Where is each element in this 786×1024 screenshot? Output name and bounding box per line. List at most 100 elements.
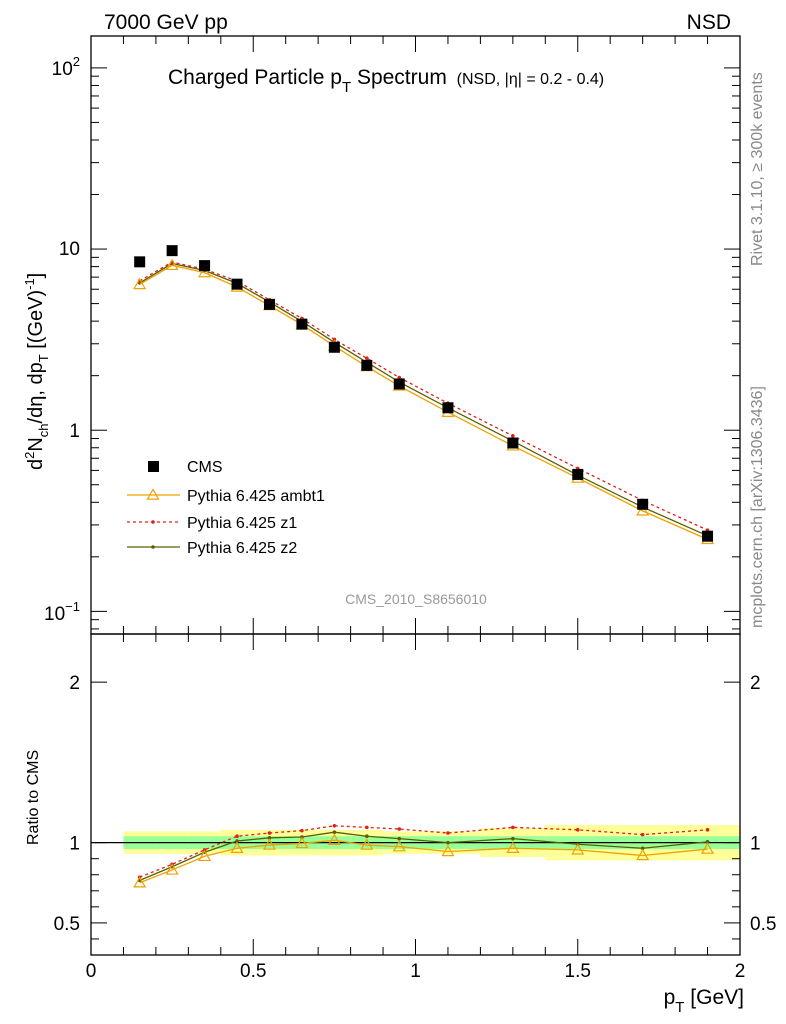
mcplots-label: mcplots.cern.ch [arXiv:1306.3436] — [749, 386, 766, 628]
cms-data-points — [134, 245, 714, 542]
ratio-point-pythia-6-425-z1 — [332, 823, 337, 828]
ratio-point-pythia-6-425-ambt1 — [230, 841, 244, 853]
rivet-label: Rivet 3.1.10, ≥ 300k events — [749, 72, 766, 266]
cms-point — [702, 530, 714, 542]
ratio-tick-label-left: 2 — [69, 673, 80, 694]
legend-marker-pythia-6-425-z2 — [151, 545, 155, 549]
ratio-tick-label-right: 1 — [750, 834, 761, 855]
y-tick-label-10: 10 — [59, 239, 80, 260]
legend-marker-cms — [148, 461, 159, 472]
ratio-point-pythia-6-425-z2 — [397, 836, 402, 841]
ratio-tick-label-right: 2 — [750, 673, 761, 694]
ratio-point-pythia-6-425-z2 — [705, 840, 710, 844]
main-axis-ticks — [90, 36, 741, 634]
cms-point — [393, 378, 405, 390]
chart-title: Charged Particle pT Spectrum (NSD, |η| =… — [168, 66, 604, 96]
series-point-pythia-6-425-ambt1 — [636, 504, 650, 516]
y-tick-label-0.1: 10−1 — [44, 599, 80, 625]
x-tick-label: 0.5 — [240, 961, 266, 982]
legend-label-pythia-6-425-z1: Pythia 6.425 z1 — [187, 515, 297, 532]
legend-label-pythia-6-425-z2: Pythia 6.425 z2 — [187, 540, 297, 557]
ratio-tick-label-left: 1 — [69, 834, 80, 855]
ratio-panel-frame — [90, 633, 741, 956]
ratio-tick-label-right: 0.5 — [750, 914, 776, 935]
x-tick-label: 2 — [735, 961, 746, 982]
cms-point — [442, 402, 454, 414]
ratio-point-pythia-6-425-z1 — [235, 834, 239, 839]
x-tick-label: 1 — [410, 961, 421, 982]
analysis-watermark: CMS_2010_S8656010 — [345, 591, 487, 607]
ratio-point-pythia-6-425-ambt1 — [636, 848, 650, 861]
ratio-point-pythia-6-425-ambt1 — [571, 843, 585, 855]
ratio-point-pythia-6-425-ambt1 — [165, 863, 179, 875]
x-tick-label: 0 — [86, 961, 97, 982]
ratio-point-pythia-6-425-z1 — [705, 828, 710, 832]
series-point-pythia-6-425-z1 — [511, 434, 515, 438]
ratio-panel: 2 2 1 1 0.5 0.5 Ratio to CMS — [25, 633, 777, 956]
ratio-point-pythia-6-425-ambt1 — [506, 841, 520, 853]
ratio-point-pythia-6-425-ambt1 — [327, 833, 341, 845]
legend-marker-pythia-6-425-ambt1 — [146, 488, 160, 500]
legend-entry-cms: CMS — [148, 459, 223, 476]
ratio-point-pythia-6-425-z1 — [267, 831, 272, 835]
ratio-point-pythia-6-425-z1 — [365, 825, 369, 830]
series-line-pythia-6-425-ambt1 — [139, 264, 708, 540]
ratio-point-pythia-6-425-z1 — [446, 831, 450, 835]
legend-label-pythia-6-425-ambt1: Pythia 6.425 ambt1 — [187, 488, 325, 505]
cms-point — [296, 318, 308, 330]
cms-point — [134, 256, 146, 268]
series-point-pythia-6-425-ambt1 — [165, 258, 179, 271]
series-point-pythia-6-425-ambt1 — [133, 277, 147, 290]
header-left: 7000 GeV pp — [104, 11, 228, 34]
x-axis-label: pT [GeV] — [664, 986, 744, 1016]
ratio-point-pythia-6-425-z2 — [235, 839, 239, 843]
x-tick-label: 1.5 — [565, 961, 591, 982]
ratio-tick-labels: 2 2 1 1 0.5 0.5 — [54, 673, 777, 935]
y-tick-label-1: 1 — [69, 421, 80, 442]
ratio-point-pythia-6-425-z2 — [267, 836, 272, 840]
ratio-point-pythia-6-425-z2 — [640, 846, 645, 851]
cms-point — [637, 498, 649, 510]
legend-label-cms: CMS — [187, 459, 223, 476]
cms-point — [231, 278, 243, 290]
ratio-y-axis-label: Ratio to CMS — [25, 750, 42, 845]
ratio-point-pythia-6-425-z2 — [511, 836, 515, 841]
ratio-point-pythia-6-425-ambt1 — [133, 876, 147, 888]
ratio-point-pythia-6-425-z2 — [446, 840, 450, 845]
ratio-point-pythia-6-425-ambt1 — [262, 838, 277, 850]
ratio-point-pythia-6-425-z1 — [511, 825, 515, 830]
series-point-pythia-6-425-ambt1 — [198, 265, 212, 278]
legend-series: Pythia 6.425 ambt1 Pythia 6.425 z1 Pythia … — [127, 488, 325, 557]
ratio-point-pythia-6-425-ambt1 — [392, 839, 406, 852]
ratio-point-pythia-6-425-ambt1 — [701, 842, 715, 854]
ratio-point-pythia-6-425-z1 — [575, 828, 580, 832]
ratio-line-pythia-6-425-ambt1 — [139, 839, 708, 884]
cms-point — [166, 245, 178, 257]
ratio-point-pythia-6-425-z1 — [640, 832, 645, 837]
series-line-pythia-6-425-z1 — [139, 261, 708, 531]
cms-point — [199, 260, 211, 272]
x-tick-labels: 0 0.5 1 1.5 2 — [86, 961, 746, 982]
ratio-point-pythia-6-425-ambt1 — [441, 844, 455, 857]
cms-point — [361, 359, 373, 371]
cms-point — [572, 468, 584, 480]
ratio-point-pythia-6-425-z2 — [365, 834, 369, 839]
ratio-point-pythia-6-425-z2 — [332, 830, 337, 835]
series-point-pythia-6-425-z1 — [397, 375, 402, 380]
ratio-line-pythia-6-425-z2 — [139, 831, 708, 881]
ratio-tick-label-left: 0.5 — [54, 914, 80, 935]
legend-marker-pythia-6-425-z1 — [151, 520, 155, 524]
y-axis-label: d2Nch/dη, dpT [(GeV)-1] — [22, 273, 51, 470]
ratio-axis-ticks — [90, 634, 741, 956]
series-line-pythia-6-425-z2 — [139, 262, 708, 537]
header-right: NSD — [687, 11, 731, 34]
ratio-series — [133, 823, 715, 888]
ratio-point-pythia-6-425-z1 — [300, 828, 304, 833]
series-point-pythia-6-425-z1 — [365, 356, 369, 361]
main-tick-labels: 102 10 1 10−1 — [44, 54, 80, 625]
main-panel: 102 10 1 10−1 Charged Particle pT Spectr… — [22, 35, 741, 635]
cms-point — [263, 298, 275, 310]
cms-point — [507, 437, 519, 449]
